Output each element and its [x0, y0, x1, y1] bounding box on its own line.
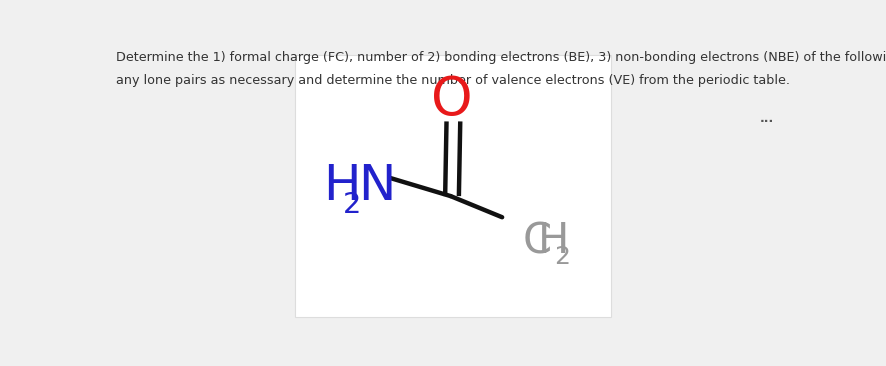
Text: any lone pairs as necessary and determine the number of valence electrons (VE) f: any lone pairs as necessary and determin…: [116, 74, 790, 86]
Text: N: N: [358, 162, 395, 210]
Text: H: H: [323, 162, 361, 210]
Text: 2: 2: [554, 245, 570, 269]
Bar: [295, 55, 610, 317]
Text: C: C: [523, 220, 552, 262]
Text: Determine the 1) formal charge (FC), number of 2) bonding electrons (BE), 3) non: Determine the 1) formal charge (FC), num…: [116, 51, 886, 64]
Text: ...: ...: [759, 112, 773, 125]
Text: H: H: [538, 220, 569, 262]
Text: O: O: [431, 74, 473, 126]
Text: 2: 2: [343, 191, 361, 219]
